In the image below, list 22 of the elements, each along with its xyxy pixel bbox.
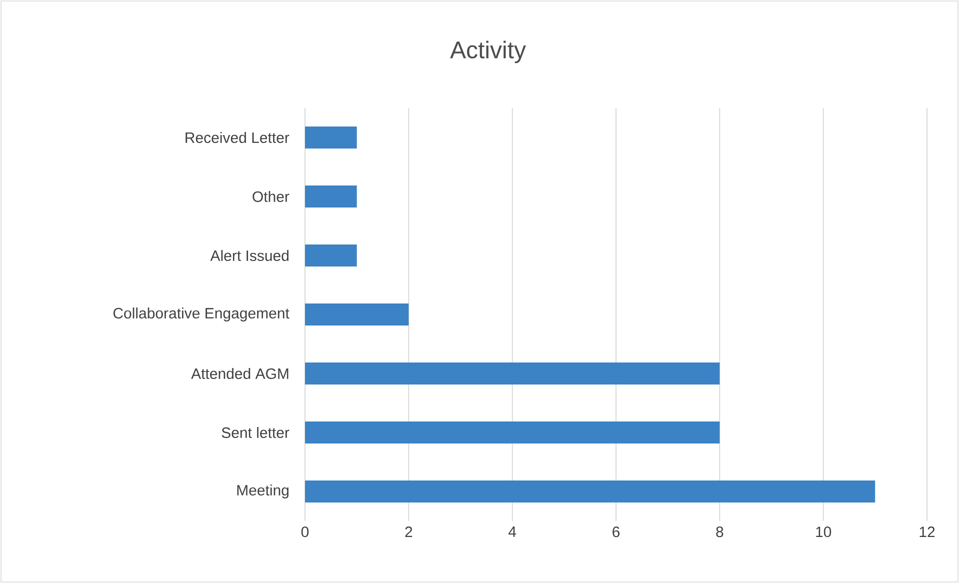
chart-title: Activity [450,40,526,64]
y-tick-label: Sent letter [222,426,290,438]
x-tick-label: 2 [405,526,412,538]
x-tick-label: 0 [301,526,309,538]
bar [305,304,409,326]
x-tick-label: 8 [716,526,724,538]
y-tick-label: Other [252,190,290,202]
bar [305,244,357,266]
x-tick-label: 12 [920,526,935,538]
y-tick-label: Collaborative Engagement [113,308,290,322]
bar [305,422,720,444]
y-tick-label: Attended AGM [191,368,288,380]
y-tick-label: Received Letter [186,132,290,143]
y-tick-label: Meeting [237,484,288,498]
x-tick-label: 6 [612,526,620,538]
bar [305,126,357,148]
x-tick-label: 4 [508,526,516,537]
y-tick-label: Alert Issued [210,250,288,262]
bar [305,480,876,503]
x-tick-label: 10 [816,526,832,538]
bar [305,186,357,208]
bar [305,362,720,385]
